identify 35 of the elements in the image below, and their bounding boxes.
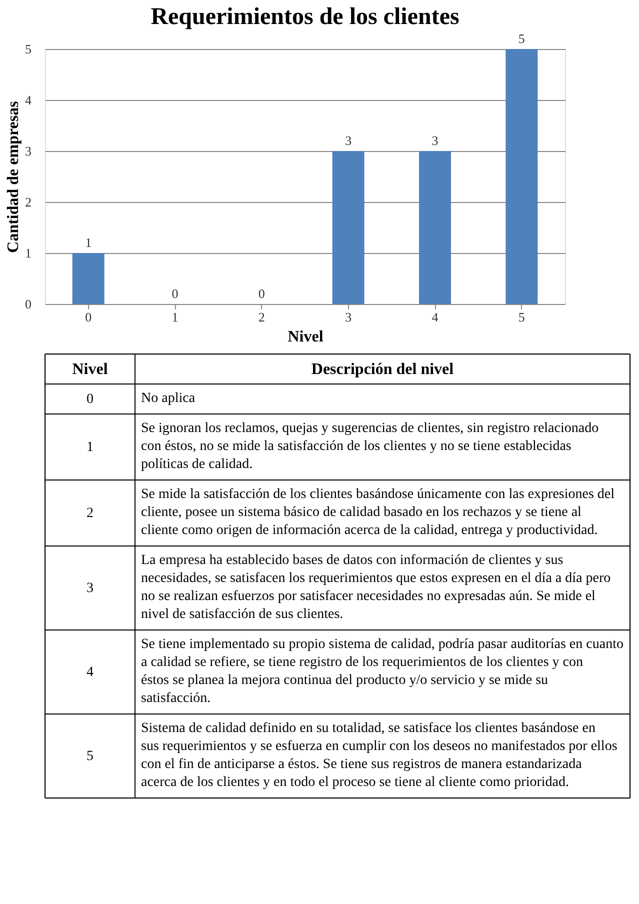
x-axis-title: Nivel [288, 328, 324, 346]
x-tick-label: 5 [518, 310, 525, 324]
category-label: 1 [86, 440, 94, 455]
x-tick-label: 0 [85, 310, 92, 324]
category-label: 4 [86, 665, 94, 680]
text: Se mide la satisfacción de los clientes basándose únicamente con las expresiones del cliente, posee un sistema básico de calidad basado en los rechazos y se tiene al cliente como origen de información acerca de la calidad, entrega y productividad. [141, 487, 615, 538]
data-label: 0 [172, 286, 178, 301]
text: Nivel [72, 361, 108, 378]
category-label: 5 [86, 749, 94, 764]
y-axis-title: Cantidad de empresas [5, 101, 22, 253]
data-label: 5 [518, 31, 525, 46]
data-label: 3 [345, 133, 352, 148]
data-label: 0 [258, 286, 265, 301]
y-tick-label: 3 [25, 144, 32, 158]
text: La empresa ha establecido bases de datos con información de clientes y sus necesidades, se satisfacen los requerimientos que estos expresen en el día a día pero no se realizan esfuerzos por satisfacer necesidades no expresadas aún. Se mide el nivel de satisfacción de sus clientes. [141, 553, 611, 622]
category-label: 0 [86, 392, 94, 407]
category-label: 2 [86, 506, 94, 521]
x-tick-label: 4 [432, 310, 439, 324]
x-tick-label: 3 [345, 310, 352, 324]
text: Sistema de calidad definido en su totalidad, se satisface los clientes basándose en sus requerimientos y se esfuerza en cumplir con los deseos no manifestados por ellos con el fin de anticiparse a éstos. Se tiene sus registros de manera estandarizada acerca de los clientes y en todo el proceso se tiene al cliente como prioridad. [141, 721, 618, 790]
y-tick-label: 5 [25, 42, 32, 56]
x-tick-label: 1 [172, 310, 178, 324]
y-tick-label: 2 [25, 194, 32, 210]
text: No aplica [141, 391, 196, 406]
y-tick-label: 0 [25, 296, 32, 312]
category-label: 3 [86, 581, 94, 596]
data-label: 3 [432, 133, 438, 148]
text: Descripción del nivel [311, 361, 454, 378]
y-tick-label: 1 [25, 246, 32, 260]
chart-title: Requerimientos de los clientes [150, 4, 460, 30]
text: Se tiene implementado su propio sistema de calidad, podría pasar auditorías en cuanto a calidad se refiere, se tiene registro de los requerimientos de los clientes y con éstos se planea la mejora continua del producto y/o servicio y se mide su satisfacción. [141, 637, 624, 706]
data-label: 1 [85, 235, 92, 250]
text: Se ignoran los reclamos, quejas y sugerencias de clientes, sin registro relacionado con éstos, no se mide la satisfacción de los clientes y no se tiene establecidas políticas de calidad. [141, 421, 599, 472]
y-tick-label: 4 [25, 92, 32, 108]
x-tick-label: 2 [258, 310, 265, 324]
